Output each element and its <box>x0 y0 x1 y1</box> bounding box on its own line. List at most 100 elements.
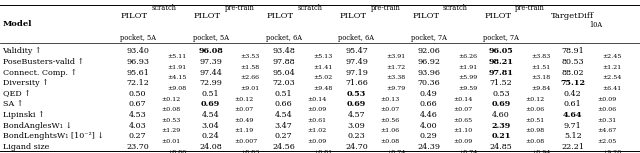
Text: 0.53: 0.53 <box>347 90 366 98</box>
Text: ±0.09: ±0.09 <box>308 107 327 112</box>
Text: ±1.72: ±1.72 <box>387 65 406 70</box>
Text: 97.49: 97.49 <box>345 58 368 66</box>
Text: ±8.83: ±8.83 <box>241 150 260 153</box>
Text: PILOT: PILOT <box>412 12 439 20</box>
Text: ±8.94: ±8.94 <box>531 150 550 153</box>
Text: 93.48: 93.48 <box>272 47 295 55</box>
Text: 0.23: 0.23 <box>348 132 365 140</box>
Text: ±3.83: ±3.83 <box>531 54 550 59</box>
Text: ±2.54: ±2.54 <box>603 75 622 80</box>
Text: 93.40: 93.40 <box>126 47 149 55</box>
Text: 97.19: 97.19 <box>345 69 368 76</box>
Text: Diversity ↑: Diversity ↑ <box>3 79 49 87</box>
Text: ±0.07: ±0.07 <box>381 107 400 112</box>
Text: 10A: 10A <box>589 21 603 29</box>
Text: ±1.41: ±1.41 <box>314 65 333 70</box>
Text: ±1.91: ±1.91 <box>459 65 478 70</box>
Text: 24.39: 24.39 <box>417 143 440 151</box>
Text: ±3.91: ±3.91 <box>387 54 406 59</box>
Text: 3.47: 3.47 <box>275 122 292 130</box>
Text: pre-train: pre-train <box>515 4 545 12</box>
Text: ±5.11: ±5.11 <box>168 54 187 59</box>
Text: 0.61: 0.61 <box>564 100 582 108</box>
Text: ±6.26: ±6.26 <box>459 54 477 59</box>
Text: 4.57: 4.57 <box>348 111 365 119</box>
Text: 0.50: 0.50 <box>129 90 147 98</box>
Text: scratch: scratch <box>152 4 177 12</box>
Text: 97.81: 97.81 <box>488 69 514 76</box>
Text: 3.09: 3.09 <box>348 122 365 130</box>
Text: 22.21: 22.21 <box>561 143 584 151</box>
Text: BondLenghtsW₁ [10⁻²] ↓: BondLenghtsW₁ [10⁻²] ↓ <box>3 132 104 140</box>
Text: ±0.53: ±0.53 <box>162 118 181 123</box>
Text: 97.44: 97.44 <box>199 69 222 76</box>
Text: 4.46: 4.46 <box>420 111 438 119</box>
Text: ±8.81: ±8.81 <box>314 150 333 153</box>
Text: ±5.99: ±5.99 <box>459 75 478 80</box>
Text: scratch: scratch <box>298 4 323 12</box>
Text: 24.56: 24.56 <box>272 143 295 151</box>
Text: 96.08: 96.08 <box>198 47 223 55</box>
Text: 4.03: 4.03 <box>129 122 147 130</box>
Text: ±1.06: ±1.06 <box>381 129 400 133</box>
Text: 0.49: 0.49 <box>420 90 438 98</box>
Text: ±4.15: ±4.15 <box>168 75 187 80</box>
Text: 0.67: 0.67 <box>129 100 147 108</box>
Text: pre-train: pre-train <box>225 4 255 12</box>
Text: ±0.06: ±0.06 <box>525 107 545 112</box>
Text: ±9.01: ±9.01 <box>241 86 260 91</box>
Text: pocket, 6A: pocket, 6A <box>266 34 301 42</box>
Text: ±0.07: ±0.07 <box>453 107 472 112</box>
Text: ±0.08: ±0.08 <box>381 139 400 144</box>
Text: 92.06: 92.06 <box>417 47 440 55</box>
Text: 24.85: 24.85 <box>490 143 513 151</box>
Text: ±3.18: ±3.18 <box>531 75 550 80</box>
Text: 0.66: 0.66 <box>275 100 292 108</box>
Text: pocket, 5A: pocket, 5A <box>120 34 156 42</box>
Text: 9.71: 9.71 <box>564 122 582 130</box>
Text: 72.03: 72.03 <box>272 79 295 87</box>
Text: ±1.21: ±1.21 <box>603 65 622 70</box>
Text: 96.93: 96.93 <box>126 58 149 66</box>
Text: ±3.38: ±3.38 <box>387 75 406 80</box>
Text: 24.08: 24.08 <box>199 143 222 151</box>
Text: ±0.06: ±0.06 <box>597 107 616 112</box>
Text: ±1.10: ±1.10 <box>453 129 472 133</box>
Text: ±6.41: ±6.41 <box>603 86 622 91</box>
Text: ±9.20: ±9.20 <box>603 150 622 153</box>
Text: 0.51: 0.51 <box>275 90 292 98</box>
Text: ±2.45: ±2.45 <box>603 54 622 59</box>
Text: pocket, 7A: pocket, 7A <box>483 34 519 42</box>
Text: 0.51: 0.51 <box>202 90 220 98</box>
Text: 0.66: 0.66 <box>420 100 438 108</box>
Text: ±0.14: ±0.14 <box>453 97 472 102</box>
Text: PILOT: PILOT <box>340 12 367 20</box>
Text: ±1.91: ±1.91 <box>168 65 187 70</box>
Text: 24.70: 24.70 <box>345 143 368 151</box>
Text: 97.88: 97.88 <box>272 58 295 66</box>
Text: ±9.08: ±9.08 <box>168 86 187 91</box>
Text: ±9.59: ±9.59 <box>459 86 478 91</box>
Text: Validity ↑: Validity ↑ <box>3 47 42 55</box>
Text: ±0.09: ±0.09 <box>597 97 616 102</box>
Text: 0.27: 0.27 <box>129 132 147 140</box>
Text: scratch: scratch <box>443 4 468 12</box>
Text: 5.12: 5.12 <box>564 132 582 140</box>
Text: ±8.74: ±8.74 <box>387 150 406 153</box>
Text: ±2.05: ±2.05 <box>597 139 616 144</box>
Text: 96.05: 96.05 <box>489 47 513 55</box>
Text: Ligand size: Ligand size <box>3 143 49 151</box>
Text: 0.29: 0.29 <box>420 132 438 140</box>
Text: ±0.61: ±0.61 <box>308 118 327 123</box>
Text: ±8.74: ±8.74 <box>459 150 478 153</box>
Text: PILOT: PILOT <box>121 12 148 20</box>
Text: 80.53: 80.53 <box>561 58 584 66</box>
Text: ±0.56: ±0.56 <box>381 118 400 123</box>
Text: ±0.12: ±0.12 <box>162 97 181 102</box>
Text: Model: Model <box>3 21 32 28</box>
Text: 0.69: 0.69 <box>492 100 511 108</box>
Text: 88.02: 88.02 <box>561 69 584 76</box>
Text: 0.53: 0.53 <box>492 90 510 98</box>
Text: ±1.58: ±1.58 <box>241 65 260 70</box>
Text: 70.36: 70.36 <box>417 79 440 87</box>
